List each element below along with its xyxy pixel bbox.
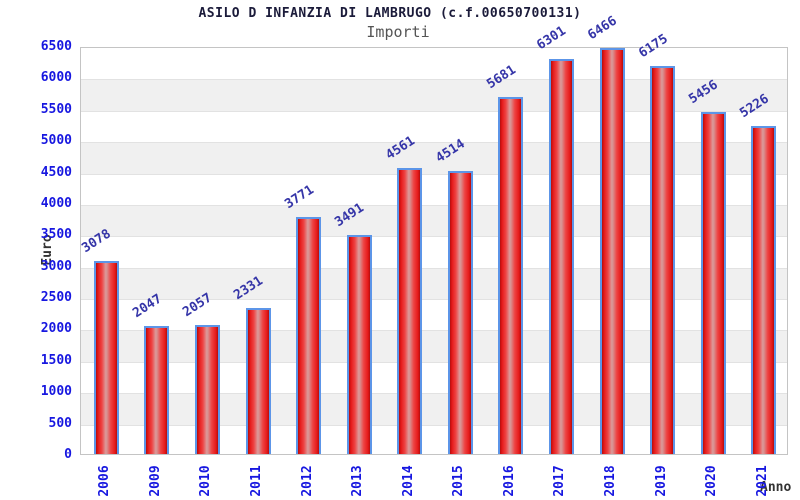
- y-tick-label: 500: [48, 415, 72, 431]
- x-tick-label: 2018: [603, 465, 618, 497]
- bar: [599, 48, 625, 454]
- x-tick-label: 2021: [754, 465, 770, 497]
- bar: [447, 170, 473, 454]
- bar: [548, 58, 574, 454]
- x-tick-label: 2009: [147, 465, 163, 497]
- bar: [397, 167, 423, 454]
- x-tick-label: 2017: [552, 465, 568, 497]
- grid-band: [81, 361, 787, 393]
- x-tick-label: 2006: [97, 465, 113, 497]
- grid-band: [81, 236, 787, 267]
- x-tick-label: 2015: [451, 465, 467, 497]
- x-tick-label: 2016: [501, 465, 517, 497]
- y-tick-label: 6500: [40, 39, 72, 54]
- y-tick-label: 3000: [40, 258, 72, 274]
- grid-band: [81, 393, 787, 425]
- bar: [144, 325, 170, 454]
- bar: [498, 97, 524, 454]
- x-tick-label: 2011: [249, 465, 264, 497]
- plot-area: [80, 47, 788, 455]
- bar: [751, 125, 777, 454]
- bar: [346, 234, 372, 454]
- grid-band: [81, 424, 787, 456]
- x-tick-label: 2019: [653, 465, 669, 497]
- y-tick-label: 2500: [40, 290, 72, 306]
- y-tick-label: 5500: [40, 101, 72, 117]
- x-axis-label: Anno: [760, 480, 792, 495]
- y-tick-label: 3500: [40, 227, 72, 243]
- bar: [93, 260, 119, 454]
- chart-title: ASILO D INFANZIA DI LAMBRUGO (c.f.006507…: [198, 6, 582, 21]
- bar: [194, 324, 220, 454]
- y-tick-label: 1500: [40, 352, 72, 368]
- bar: [245, 307, 271, 454]
- grid-band: [81, 173, 787, 205]
- x-tick-label: 2020: [704, 465, 720, 497]
- x-tick-label: 2014: [400, 465, 416, 497]
- y-tick-label: 4500: [40, 164, 72, 180]
- grid-band: [81, 142, 787, 174]
- bar: [700, 111, 726, 454]
- grid-band: [81, 204, 787, 237]
- bar: [650, 66, 676, 454]
- grid-band: [81, 110, 787, 142]
- y-tick-label: 1000: [40, 384, 72, 400]
- y-tick-label: 0: [64, 447, 72, 462]
- grid-band: [81, 299, 787, 330]
- grid-band: [81, 330, 787, 362]
- y-tick-label: 5000: [40, 133, 72, 149]
- y-tick-label: 4000: [40, 195, 72, 211]
- y-tick-label: 6000: [40, 70, 72, 86]
- grid-band: [81, 79, 787, 111]
- x-tick-label: 2013: [350, 465, 366, 497]
- chart-subtitle: Importi: [366, 23, 430, 41]
- grid-band: [81, 267, 787, 300]
- x-tick-label: 2012: [299, 465, 315, 497]
- bar: [296, 217, 322, 454]
- y-tick-label: 2000: [40, 321, 72, 337]
- grid-band: [81, 48, 787, 79]
- x-tick-label: 2010: [198, 465, 214, 497]
